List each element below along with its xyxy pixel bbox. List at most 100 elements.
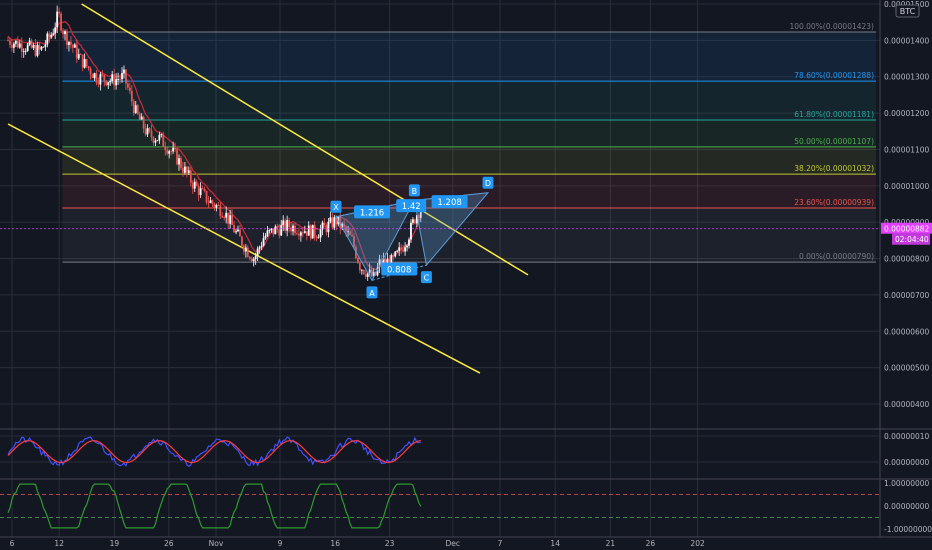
candle-body: [390, 255, 393, 269]
candle-body: [142, 116, 145, 129]
time-tick-label: 23: [385, 539, 395, 548]
candle-body: [282, 220, 285, 225]
candle-body: [85, 59, 88, 67]
candle-body: [197, 185, 200, 195]
candle-body: [105, 80, 108, 86]
candle-body: [66, 31, 68, 45]
candle-body: [266, 230, 269, 236]
fib-zone: [62, 120, 876, 147]
candle-body: [109, 80, 112, 83]
candle-body: [412, 219, 414, 223]
candle-body: [138, 113, 141, 120]
fib-level-label: 50.00%(0.00001107): [794, 137, 874, 146]
price-axis[interactable]: 0.00001500 0.00001400 0.00001300 0.00001200…: [0, 0, 932, 409]
candle-body: [298, 233, 300, 236]
candle-body: [303, 231, 306, 233]
candle-body: [347, 231, 349, 233]
harmonic-point-label: B: [412, 187, 418, 196]
candle-body: [9, 40, 11, 45]
harmonic-point-label: D: [485, 179, 491, 188]
candle-body: [343, 223, 346, 227]
candle-body: [16, 40, 19, 48]
candle-body: [215, 205, 218, 208]
candle-body: [254, 256, 257, 260]
oscillator-pane-1: 0.00000010 0.00000000: [0, 432, 930, 468]
candle-body: [327, 221, 330, 233]
osc2-tick-label: 0.00000000: [884, 502, 930, 511]
candle-body: [260, 245, 263, 248]
fib-level-label: 100.00%(0.00001423): [789, 22, 874, 31]
candle-body: [81, 54, 84, 68]
candle-body: [134, 105, 137, 113]
candle-body: [34, 45, 37, 56]
candle-body: [71, 44, 74, 48]
candle-body: [207, 202, 210, 204]
candle-body: [22, 51, 25, 53]
candle-body: [274, 226, 277, 235]
candle-body: [205, 190, 208, 203]
candle-body: [252, 259, 255, 262]
osc2-tick-label: 1.00000000: [884, 479, 930, 488]
oscillator-pane-2: 1.00000000 0.00000000 -1.00000000: [0, 479, 932, 534]
candle-body: [189, 170, 192, 183]
candle-body: [117, 79, 119, 80]
time-axis[interactable]: 6 12 19 26 Nov 9 16 23 Dec 7 14 21 26 202: [0, 536, 932, 548]
candle-body: [415, 215, 418, 224]
candle-body: [54, 27, 57, 34]
countdown-badge: [892, 233, 930, 245]
candle-body: [89, 68, 92, 75]
candle-body: [270, 228, 273, 231]
candle-body: [172, 147, 175, 152]
price-tick-label: 0.00001100: [884, 145, 930, 154]
candle-body: [170, 151, 173, 153]
candle-body: [248, 256, 251, 259]
candle-body: [164, 146, 167, 150]
candle-body: [408, 239, 410, 246]
candle-body: [160, 134, 163, 136]
price-tick-label: 0.00001400: [884, 36, 930, 45]
harmonic-pattern[interactable]: X A B C D 1.216 1.42 0.808 1.208: [330, 176, 494, 299]
candle-body: [158, 134, 161, 141]
candle-body: [136, 105, 139, 114]
candle-body: [284, 220, 287, 231]
candle-body: [231, 215, 233, 225]
candle-body: [219, 205, 222, 217]
candle-body: [299, 232, 302, 236]
harmonic-point-badge: [420, 271, 432, 284]
candle-body: [193, 181, 196, 189]
candle-body: [93, 73, 96, 79]
candle-body: [272, 228, 275, 235]
candle-body: [195, 181, 198, 186]
symbol-badge: BTC: [895, 4, 920, 18]
candle-body: [24, 50, 27, 52]
candle-body: [121, 73, 123, 80]
candle-body: [394, 251, 397, 257]
candle-body: [237, 229, 239, 232]
fib-level-label: 61.80%(0.00001181): [794, 110, 874, 119]
candle-body: [130, 90, 133, 102]
time-tick-label: 9: [278, 539, 283, 548]
fibonacci-retracement[interactable]: 100.00%(0.00001423) 78.60%(0.00001288) 61.…: [62, 22, 876, 263]
price-tick-label: 0.00000600: [884, 327, 930, 336]
candle-body: [362, 269, 365, 274]
harmonic-ratio-label: 1.42: [402, 202, 421, 212]
candle-body: [296, 233, 298, 235]
countdown-label: 02:04:40: [895, 235, 929, 244]
candle-body: [162, 134, 165, 147]
time-tick-label: 202: [690, 539, 705, 548]
candle-body: [113, 74, 116, 86]
candle-body: [123, 69, 125, 74]
candle-body: [221, 216, 224, 218]
candle-body: [176, 149, 178, 165]
candle-body: [56, 11, 59, 28]
candle-body: [83, 59, 86, 68]
candle-body: [396, 250, 399, 252]
price-tick-label: 0.00000900: [884, 218, 930, 227]
osc1-tick-label: 0.00000010: [884, 432, 930, 441]
candle-body: [301, 232, 304, 234]
candle-body: [44, 44, 47, 47]
candle-body: [242, 245, 245, 252]
time-tick-label: 19: [110, 539, 120, 548]
candle-body: [262, 238, 265, 246]
